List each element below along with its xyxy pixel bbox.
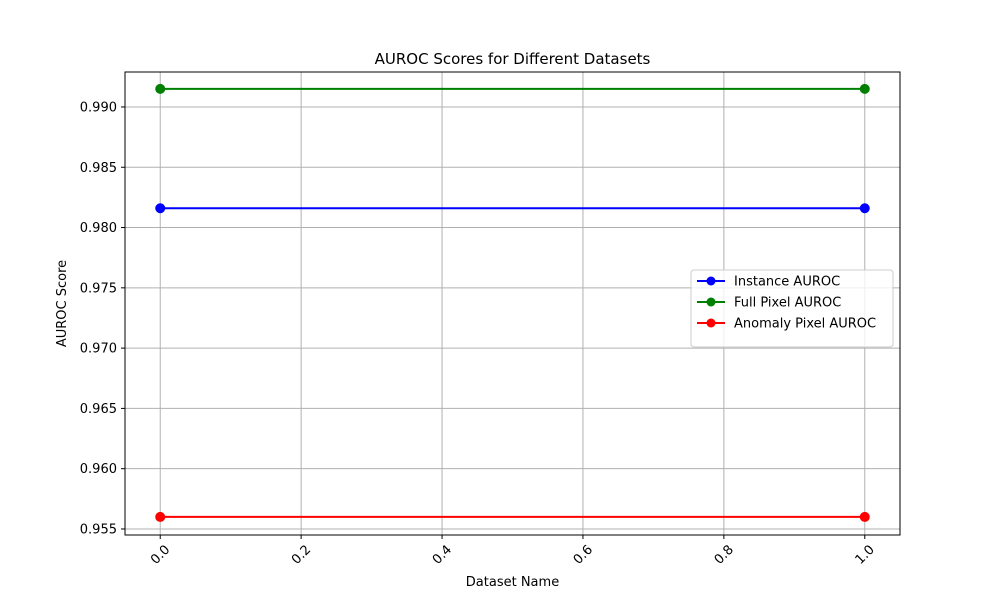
legend-box: [690, 269, 894, 348]
data-point: [155, 203, 166, 214]
legend-marker: [706, 318, 716, 328]
data-point: [859, 203, 870, 214]
x-axis-title: Dataset Name: [466, 575, 559, 590]
legend-label: Anomaly Pixel AUROC: [734, 317, 876, 332]
legend-label: Full Pixel AUROC: [734, 296, 841, 311]
y-tick-label: 0.985: [80, 161, 117, 176]
legend: Instance AUROC Full Pixel AUROC Anomaly Pi…: [690, 269, 894, 348]
data-point: [859, 511, 870, 522]
data-point: [859, 83, 870, 94]
y-tick-label: 0.990: [80, 100, 117, 115]
plot-frame: [124, 71, 901, 536]
data-point: [155, 83, 166, 94]
y-tick-label: 0.965: [80, 402, 117, 417]
y-tick-label: 0.980: [80, 221, 117, 236]
y-tick-label: 0.960: [80, 462, 117, 477]
legend-marker: [706, 297, 716, 307]
series-layer: [155, 83, 870, 522]
y-tick-label: 0.975: [80, 281, 117, 296]
y-tick-label: 0.970: [80, 342, 117, 357]
data-point: [155, 511, 166, 522]
legend-marker: [706, 276, 716, 286]
y-axis-title: AUROC Score: [55, 260, 70, 347]
chart-title: AUROC Scores for Different Datasets: [375, 50, 651, 68]
y-tick-label: 0.955: [80, 522, 117, 537]
legend-label: Instance AUROC: [734, 275, 840, 290]
